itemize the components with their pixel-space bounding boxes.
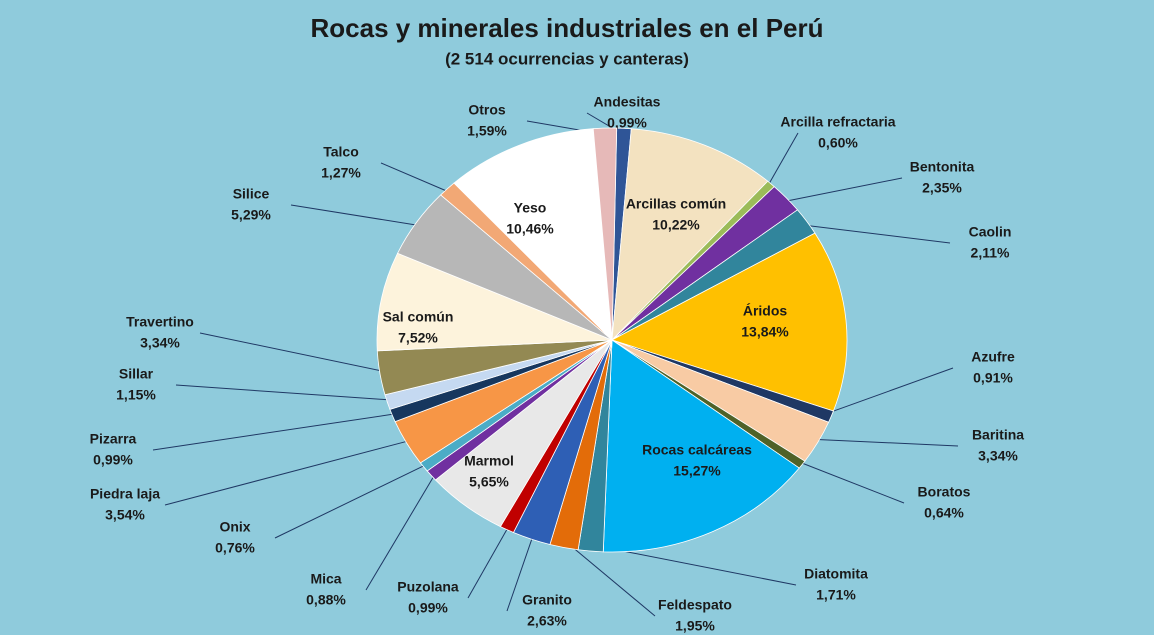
slice-value-label: 13,84%: [741, 324, 789, 340]
slice-value-label: 2,35%: [922, 180, 962, 196]
leader-line: [175, 384, 395, 401]
chart-subtitle: (2 514 ocurrencias y canteras): [445, 49, 689, 68]
slice-value-label: 0,88%: [306, 592, 346, 608]
leader-line: [506, 533, 535, 612]
slice-value-label: 0,64%: [924, 505, 964, 521]
slice-value-label: 5,29%: [231, 207, 271, 223]
leader-line: [467, 523, 511, 599]
slice-label: Arcilla refractaria: [780, 114, 895, 130]
slice-value-label: 3,34%: [140, 335, 180, 351]
slice-label: Puzolana: [397, 579, 459, 595]
slice-value-label: 1,71%: [816, 587, 856, 603]
slice-value-label: 1,27%: [321, 165, 361, 181]
slice-label: Talco: [323, 144, 359, 160]
slice-value-label: 2,63%: [527, 613, 567, 629]
leader-line: [199, 332, 387, 373]
slice-value-label: 10,22%: [652, 217, 700, 233]
slice-label: Mica: [310, 571, 341, 587]
slice-label: Travertino: [126, 314, 194, 330]
slice-value-label: 1,95%: [675, 618, 715, 634]
leader-line: [274, 462, 430, 539]
pie-slice: [602, 339, 800, 553]
slice-label: Piedra laja: [90, 486, 160, 502]
leader-line: [811, 438, 959, 447]
slice-value-label: 10,46%: [506, 221, 554, 237]
slice-value-label: 0,99%: [607, 115, 647, 131]
slice-label: Boratos: [918, 484, 971, 500]
slice-label: Diatomita: [804, 566, 868, 582]
slice-label: Yeso: [514, 200, 547, 216]
slice-value-label: 2,11%: [971, 245, 1010, 261]
slice-label: Andesitas: [594, 94, 661, 110]
leader-line: [565, 540, 656, 617]
leader-line: [290, 204, 423, 227]
slice-value-label: 7,52%: [398, 330, 438, 346]
slice-label: Bentonita: [910, 159, 975, 175]
slice-value-label: 3,34%: [978, 448, 1018, 464]
slice-label: Granito: [522, 592, 572, 608]
leader-line: [796, 460, 905, 504]
slice-label: Baritina: [972, 427, 1024, 443]
leader-line: [152, 412, 400, 451]
leader-line: [380, 162, 453, 194]
chart-title: Rocas y minerales industriales en el Per…: [310, 13, 823, 43]
leader-line: [164, 439, 413, 506]
slice-label: Sillar: [119, 366, 154, 382]
slice-value-label: 1,15%: [116, 387, 156, 403]
pie-slice: [611, 128, 769, 342]
slice-label: Azufre: [971, 349, 1015, 365]
pie-slice: [592, 127, 618, 341]
leader-line: [765, 132, 799, 189]
leader-line: [365, 471, 438, 591]
slice-value-label: 3,54%: [105, 507, 145, 523]
slice-value-label: 0,91%: [973, 370, 1013, 386]
slice-label: Onix: [219, 519, 250, 535]
slice-label: Áridos: [743, 303, 788, 319]
slice-label: Caolin: [969, 224, 1012, 240]
slice-label: Marmol: [464, 453, 514, 469]
slice-value-label: 0,76%: [215, 540, 255, 556]
slice-label: Silice: [233, 186, 270, 202]
slice-label: Otros: [468, 102, 506, 118]
leader-line: [800, 224, 951, 244]
slice-value-label: 1,59%: [467, 123, 507, 139]
slice-value-label: 5,65%: [469, 474, 509, 490]
leader-line: [824, 367, 954, 415]
pie-slice: [453, 128, 613, 342]
slice-value-label: 15,27%: [673, 463, 721, 479]
slice-label: Feldespato: [658, 597, 732, 613]
slice-value-label: 0,60%: [818, 135, 858, 151]
slice-label: Arcillas común: [626, 196, 726, 212]
slice-label: Pizarra: [90, 431, 137, 447]
slice-value-label: 0,99%: [93, 452, 133, 468]
slice-label: Rocas calcáreas: [642, 442, 752, 458]
pie-slice: [610, 232, 848, 412]
pie-slice: [376, 252, 613, 352]
slice-value-label: 0,99%: [408, 600, 448, 616]
leader-line: [781, 177, 903, 203]
slice-label: Sal común: [383, 309, 454, 325]
